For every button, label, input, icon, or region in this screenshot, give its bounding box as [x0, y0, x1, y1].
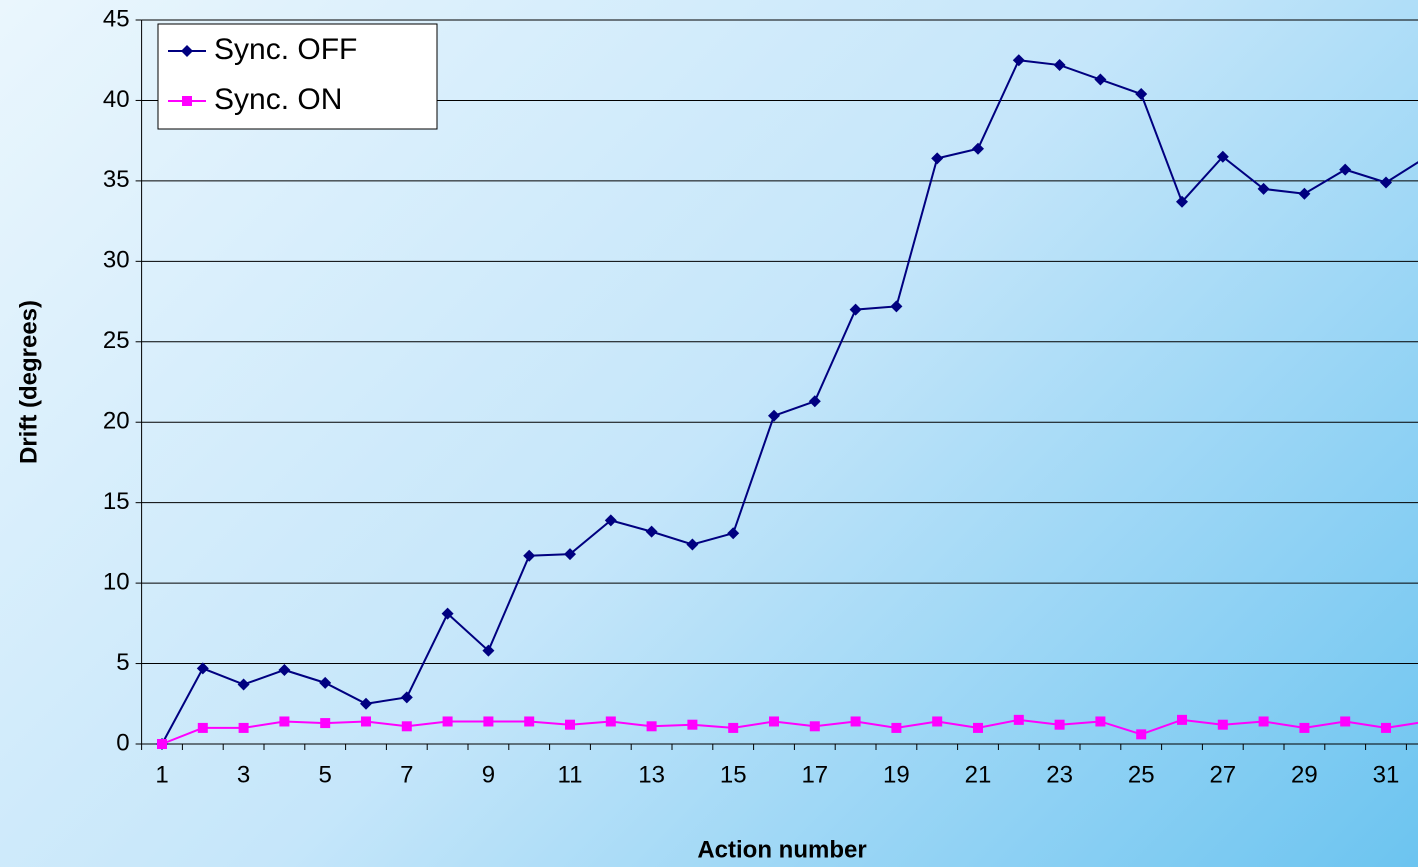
marker	[1135, 88, 1148, 101]
marker	[1380, 176, 1392, 189]
marker	[769, 716, 779, 727]
marker	[237, 678, 250, 691]
marker	[849, 303, 862, 316]
y-tick-label: 30	[103, 247, 130, 274]
x-tick-label: 23	[1046, 761, 1073, 788]
marker	[197, 722, 208, 733]
marker	[973, 722, 983, 733]
marker	[1095, 716, 1106, 727]
marker	[196, 662, 209, 675]
marker	[278, 663, 291, 676]
legend-label: Sync. OFF	[214, 33, 357, 66]
y-axis-title: Drift (degrees)	[15, 300, 42, 464]
marker	[238, 722, 249, 733]
marker	[646, 721, 657, 732]
y-tick-label: 25	[103, 327, 130, 354]
marker	[523, 549, 536, 562]
y-tick-label: 20	[103, 408, 130, 435]
x-axis-title: Action number	[697, 836, 866, 863]
x-tick-label: 11	[558, 761, 583, 788]
marker	[1136, 729, 1147, 740]
marker	[157, 739, 167, 749]
marker	[1298, 187, 1311, 200]
marker	[1053, 59, 1066, 72]
y-tick-label: 5	[116, 649, 129, 676]
marker	[279, 716, 290, 727]
marker	[401, 721, 412, 732]
marker	[1013, 714, 1024, 725]
y-tick-label: 15	[103, 488, 130, 515]
y-tick-label: 40	[103, 86, 130, 113]
y-tick-label: 45	[103, 5, 130, 32]
marker	[768, 409, 780, 422]
marker	[182, 96, 192, 106]
x-tick-label: 5	[319, 761, 332, 788]
marker	[931, 152, 944, 165]
legend-box	[157, 23, 438, 130]
x-tick-label: 7	[400, 761, 413, 788]
marker	[1176, 195, 1188, 208]
marker	[319, 676, 332, 689]
marker	[1258, 716, 1269, 727]
marker	[482, 644, 495, 657]
marker	[686, 538, 699, 551]
x-tick-label: 31	[1373, 761, 1400, 788]
marker	[1381, 722, 1391, 733]
marker	[400, 691, 413, 704]
x-tick-label: 27	[1209, 761, 1236, 788]
marker	[483, 716, 494, 727]
y-tick-label: 35	[103, 166, 130, 193]
marker	[181, 45, 193, 57]
x-tick-label: 9	[482, 761, 495, 788]
marker	[604, 514, 617, 527]
x-tick-label: 15	[720, 761, 747, 788]
marker	[1339, 163, 1352, 176]
x-tick-label: 17	[801, 761, 828, 788]
marker	[564, 548, 576, 561]
marker	[972, 142, 984, 155]
marker	[320, 718, 331, 729]
series-line	[161, 718, 1418, 745]
marker	[1094, 73, 1107, 86]
x-tick-label: 25	[1128, 761, 1155, 788]
marker	[441, 607, 454, 620]
x-tick-label: 3	[237, 761, 250, 788]
x-tick-label: 1	[155, 761, 168, 788]
x-tick-label: 29	[1291, 761, 1318, 788]
x-tick-label: 19	[883, 761, 910, 788]
marker	[1340, 716, 1351, 727]
marker	[361, 716, 371, 727]
marker	[645, 525, 658, 538]
marker	[727, 527, 740, 540]
marker	[360, 697, 372, 710]
marker	[565, 719, 575, 730]
series-line	[161, 59, 1418, 745]
marker	[1054, 719, 1065, 730]
marker	[524, 716, 535, 727]
marker	[808, 395, 821, 408]
marker	[687, 719, 698, 730]
x-tick-label: 21	[965, 761, 992, 788]
marker	[1177, 714, 1187, 725]
x-tick-label: 13	[638, 761, 665, 788]
marker	[891, 722, 902, 733]
marker	[932, 716, 943, 727]
marker	[442, 716, 453, 727]
marker	[890, 300, 903, 313]
marker	[1012, 54, 1025, 67]
marker	[1216, 150, 1229, 163]
marker	[728, 722, 739, 733]
marker	[850, 716, 861, 727]
y-tick-label: 0	[116, 729, 129, 756]
marker	[605, 716, 616, 727]
legend-label: Sync. ON	[214, 83, 342, 116]
y-tick-label: 10	[103, 568, 130, 595]
marker	[809, 721, 820, 732]
marker	[1299, 722, 1310, 733]
marker	[1257, 182, 1270, 195]
marker	[1217, 719, 1228, 730]
